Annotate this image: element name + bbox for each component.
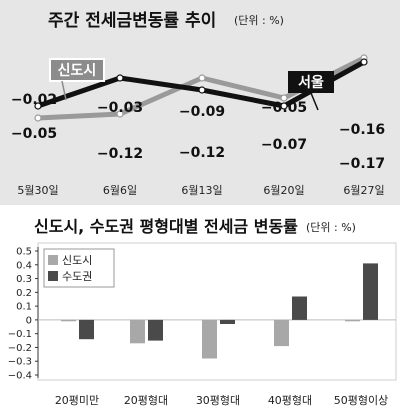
bar-metro-area [148,319,163,341]
legend-swatch-metro-area [48,271,58,281]
y-tick-label: −0.4 [8,371,32,382]
data-point-seoul [360,58,368,66]
y-tick-label: −0.3 [8,357,32,368]
x-tick-label: 6월13일 [181,183,222,197]
data-label-seoul: −0.16 [339,122,385,138]
data-point-new-town [280,94,288,102]
bar-metro-area [363,263,378,320]
series-tag-new-town: 신도시 [49,58,105,101]
data-point-new-town [116,110,124,118]
line-chart-plot: 5월30일 6월6일 6월13일 6월20일 6월27일 −0.02 −0.03 −0.12 −… [11,54,385,197]
data-point-seoul [34,102,42,110]
legend-label-metro-area: 수도권 [62,270,92,283]
data-label-new-town: −0.12 [179,145,225,161]
data-label-seoul: −0.05 [11,126,57,142]
series-tag-box [49,58,105,82]
data-label-seoul: −0.09 [179,104,225,120]
data-label-new-town: −0.17 [339,156,385,172]
data-point-seoul [198,86,206,94]
x-category-label: 50평형이상 [334,394,388,407]
data-label-seoul: −0.05 [261,100,307,116]
x-category-label: 20평미만 [55,394,99,407]
data-label-new-town: −0.07 [261,137,307,153]
y-tick-label: 0 [26,315,32,326]
bar-new-town [345,319,360,322]
bar-chart-title: 신도시, 수도권 평형대별 전세금 변동률 [34,217,298,236]
bar-metro-area [220,319,235,324]
data-point-new-town [34,114,42,122]
series-tag-label: 신도시 [58,63,97,79]
x-tick-label: 6월20일 [263,183,304,197]
x-category-label: 20평형대 [124,394,168,407]
y-tick-label: 0.3 [16,274,32,285]
bar-new-town [202,319,217,359]
legend-label-new-town: 신도시 [62,254,92,267]
bar-metro-area [79,319,94,340]
series-tag-seoul: 서울 [288,71,334,111]
x-tick-label: 5월30일 [17,183,58,197]
bar-new-town [274,319,289,347]
line-chart-unit: (단위 : %) [234,14,284,27]
bar-chart-plot: 0.5 0.4 0.3 0.2 0.1 0 −0.1 −0.2 −0.3 −0.4 20평미만 20평… [8,242,397,407]
x-category-label: 40평형대 [268,394,312,407]
y-tick-label: 0.5 [16,247,32,258]
bar-new-town [130,319,145,344]
data-point-new-town [198,74,206,82]
y-tick-label: −0.1 [8,329,32,340]
bar-chart-panel: 신도시, 수도권 평형대별 전세금 변동률 (단위 : %) 0.5 0.4 0.3… [0,205,400,420]
x-category-label: 30평형대 [196,394,240,407]
data-label-new-town: −0.02 [11,92,57,108]
weekly-line-chart-panel: 주간 전세금변동률 추이 (단위 : %) 5월30일 6월6일 6월13일 6월20… [0,0,400,205]
legend-swatch-new-town [48,255,58,265]
series-tag-pointer [310,92,319,111]
series-tag-label: 서울 [298,74,324,91]
bar-chart-unit: (단위 : %) [306,221,356,234]
x-tick-label: 6월27일 [343,183,384,197]
data-point-seoul [280,102,288,110]
y-tick-label: 0.1 [16,302,32,313]
series-tag-pointer [61,80,67,101]
x-tick-label: 6월6일 [103,183,137,197]
data-label-seoul: −0.12 [97,146,143,162]
y-tick-label: −0.2 [8,343,32,354]
bar-metro-area [292,296,307,320]
line-chart-title: 주간 전세금변동률 추이 [48,11,217,31]
data-label-new-town: −0.03 [97,100,143,116]
series-tag-box [288,71,334,93]
bar-new-town [61,319,76,322]
y-tick-label: 0.4 [16,260,32,271]
data-point-seoul [116,74,124,82]
y-tick-label: 0.2 [16,288,32,299]
